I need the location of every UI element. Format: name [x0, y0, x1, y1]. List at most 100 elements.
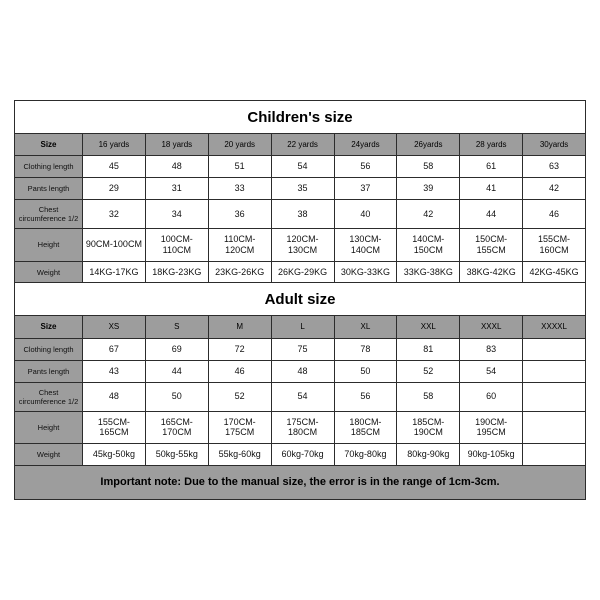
- row-label: Clothing length: [15, 339, 83, 361]
- cell: 56: [334, 156, 397, 178]
- row-label: Clothing length: [15, 156, 83, 178]
- cell: 33: [208, 178, 271, 200]
- cell: 42: [397, 200, 460, 229]
- cell: 90kg-105kg: [460, 444, 523, 466]
- cell: 30KG-33KG: [334, 261, 397, 283]
- cell: 50: [145, 382, 208, 411]
- cell: 83: [460, 339, 523, 361]
- cell: 48: [145, 156, 208, 178]
- row-label: Weight: [15, 444, 83, 466]
- children-header-row: Size 16 yards 18 yards 20 yards 22 yards…: [15, 133, 586, 156]
- cell: 155CM-165CM: [83, 411, 146, 444]
- cell: 54: [460, 360, 523, 382]
- cell: 44: [145, 360, 208, 382]
- cell: 185CM-190CM: [397, 411, 460, 444]
- adult-header-cell: S: [145, 316, 208, 339]
- cell: [523, 339, 586, 361]
- cell: 150CM-155CM: [460, 229, 523, 262]
- children-header-cell: 16 yards: [83, 133, 146, 156]
- cell: 63: [523, 156, 586, 178]
- adult-header-cell: M: [208, 316, 271, 339]
- cell: [523, 382, 586, 411]
- cell: 29: [83, 178, 146, 200]
- table-row: Pants length 43 44 46 48 50 52 54: [15, 360, 586, 382]
- cell: 45: [83, 156, 146, 178]
- cell: 38: [271, 200, 334, 229]
- row-label: Pants length: [15, 360, 83, 382]
- cell: [523, 411, 586, 444]
- row-label: Height: [15, 411, 83, 444]
- children-size-table: Children's size Size 16 yards 18 yards 2…: [14, 100, 586, 500]
- cell: 36: [208, 200, 271, 229]
- adult-header-cell: XXL: [397, 316, 460, 339]
- cell: 35: [271, 178, 334, 200]
- cell: 31: [145, 178, 208, 200]
- children-header-label: Size: [15, 133, 83, 156]
- cell: 81: [397, 339, 460, 361]
- cell: 55kg-60kg: [208, 444, 271, 466]
- cell: 78: [334, 339, 397, 361]
- important-note: Important note: Due to the manual size, …: [15, 465, 586, 499]
- cell: 56: [334, 382, 397, 411]
- cell: 38KG-42KG: [460, 261, 523, 283]
- table-row: Chest circumference 1/2 48 50 52 54 56 5…: [15, 382, 586, 411]
- cell: 48: [271, 360, 334, 382]
- cell: 42: [523, 178, 586, 200]
- cell: 110CM-120CM: [208, 229, 271, 262]
- cell: 52: [208, 382, 271, 411]
- table-row: Weight 14KG-17KG 18KG-23KG 23KG-26KG 26K…: [15, 261, 586, 283]
- cell: 48: [83, 382, 146, 411]
- cell: 75: [271, 339, 334, 361]
- cell: 120CM-130CM: [271, 229, 334, 262]
- cell: 54: [271, 382, 334, 411]
- children-header-cell: 30yards: [523, 133, 586, 156]
- cell: 33KG-38KG: [397, 261, 460, 283]
- table-row: Pants length 29 31 33 35 37 39 41 42: [15, 178, 586, 200]
- children-header-cell: 20 yards: [208, 133, 271, 156]
- cell: 43: [83, 360, 146, 382]
- adult-header-cell: XL: [334, 316, 397, 339]
- cell: 32: [83, 200, 146, 229]
- adult-header-cell: XXXXL: [523, 316, 586, 339]
- cell: 69: [145, 339, 208, 361]
- cell: 90CM-100CM: [83, 229, 146, 262]
- cell: 45kg-50kg: [83, 444, 146, 466]
- cell: 37: [334, 178, 397, 200]
- cell: 54: [271, 156, 334, 178]
- children-header-cell: 18 yards: [145, 133, 208, 156]
- cell: 34: [145, 200, 208, 229]
- cell: 58: [397, 382, 460, 411]
- cell: [523, 360, 586, 382]
- table-row: Clothing length 67 69 72 75 78 81 83: [15, 339, 586, 361]
- cell: 46: [208, 360, 271, 382]
- adult-header-cell: XS: [83, 316, 146, 339]
- table-row: Chest circumference 1/2 32 34 36 38 40 4…: [15, 200, 586, 229]
- cell: 67: [83, 339, 146, 361]
- cell: 50kg-55kg: [145, 444, 208, 466]
- cell: 72: [208, 339, 271, 361]
- cell: 70kg-80kg: [334, 444, 397, 466]
- row-label: Chest circumference 1/2: [15, 200, 83, 229]
- cell: 23KG-26KG: [208, 261, 271, 283]
- cell: 18KG-23KG: [145, 261, 208, 283]
- cell: 130CM-140CM: [334, 229, 397, 262]
- cell: 52: [397, 360, 460, 382]
- table-row: Height 90CM-100CM 100CM-110CM 110CM-120C…: [15, 229, 586, 262]
- children-header-cell: 24yards: [334, 133, 397, 156]
- cell: 100CM-110CM: [145, 229, 208, 262]
- cell: 170CM-175CM: [208, 411, 271, 444]
- cell: 61: [460, 156, 523, 178]
- cell: 41: [460, 178, 523, 200]
- children-title: Children's size: [15, 100, 586, 133]
- cell: 175CM-180CM: [271, 411, 334, 444]
- adult-header-label: Size: [15, 316, 83, 339]
- cell: 50: [334, 360, 397, 382]
- cell: 40: [334, 200, 397, 229]
- cell: 80kg-90kg: [397, 444, 460, 466]
- adult-title: Adult size: [15, 283, 586, 316]
- adult-header-row: Size XS S M L XL XXL XXXL XXXXL: [15, 316, 586, 339]
- cell: 26KG-29KG: [271, 261, 334, 283]
- cell: 39: [397, 178, 460, 200]
- row-label: Weight: [15, 261, 83, 283]
- table-row: Clothing length 45 48 51 54 56 58 61 63: [15, 156, 586, 178]
